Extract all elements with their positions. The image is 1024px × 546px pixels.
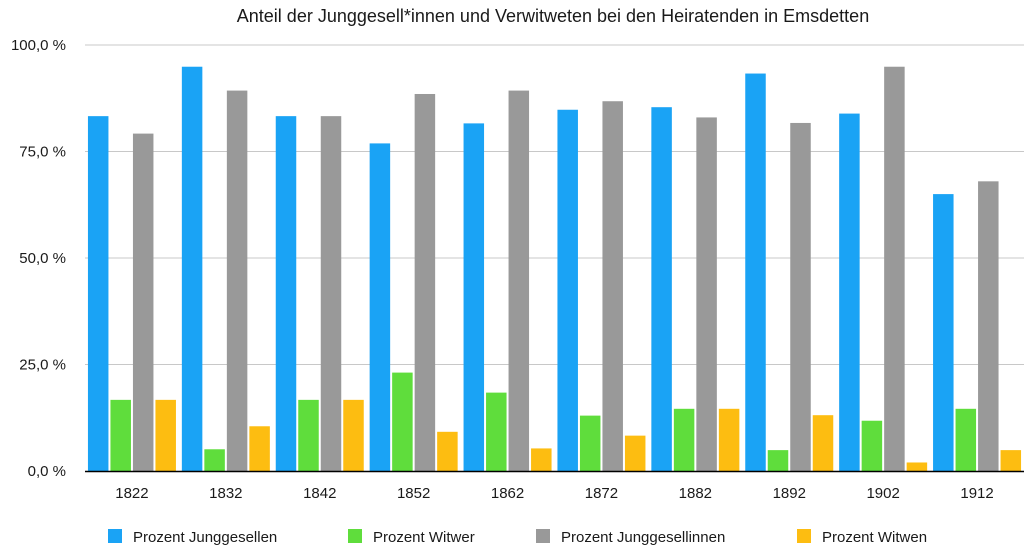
bar [767,450,789,471]
bar [673,408,695,471]
bar [226,90,248,471]
bar [437,431,458,471]
bar [531,448,552,471]
legend-swatch [536,529,550,543]
y-axis: 0,0 % 25,0 % 50,0 % 75,0 % 100,0 % [11,37,66,480]
bar [1000,450,1022,471]
bar [414,93,436,472]
bar [955,408,977,471]
x-tick-label: 1902 [866,485,899,502]
x-tick-label: 1862 [491,485,524,502]
bar [651,107,672,472]
bar [557,109,578,471]
x-tick-label: 1882 [679,485,712,502]
bar [978,181,999,471]
x-axis: 1822 1832 1842 1852 1862 1872 1882 1892 1902 1912 [115,485,993,502]
legend: Prozent Junggesellen Prozent Witwer Prozen… [108,529,927,546]
y-tick-label: 25,0 % [19,357,66,374]
legend-label: Prozent Junggesellinnen [561,529,725,546]
x-tick-label: 1842 [303,485,336,502]
x-tick-label: 1822 [115,485,148,502]
legend-label: Prozent Witwer [373,529,475,546]
legend-label: Prozent Witwen [822,529,927,546]
bar [155,399,176,471]
bar [132,133,154,471]
bar [181,66,203,471]
bar [696,117,717,472]
bar [249,426,270,471]
legend-swatch [348,529,362,543]
bar [906,462,928,471]
x-tick-label: 1892 [773,485,806,502]
bar [812,415,834,471]
bar [343,399,364,471]
bar [624,435,646,471]
bar [320,116,342,471]
bar [790,122,811,471]
bar [298,399,319,471]
bar [718,408,740,471]
x-tick-label: 1832 [209,485,242,502]
bar [369,143,391,471]
legend-swatch [108,529,122,543]
y-tick-label: 0,0 % [28,463,66,480]
gridlines [85,44,1024,365]
bar [839,113,860,471]
bar [486,392,507,471]
bar [204,449,225,471]
bar [933,194,954,471]
y-tick-label: 100,0 % [11,37,66,54]
bar [579,415,601,471]
bar [110,399,131,471]
bar [392,372,413,471]
bar [745,73,766,472]
bar [275,116,297,471]
bar [508,90,530,471]
y-tick-label: 75,0 % [19,144,66,161]
x-tick-label: 1852 [397,485,430,502]
bars [87,66,1022,472]
y-tick-label: 50,0 % [19,250,66,267]
bar [602,101,623,472]
bar [87,116,109,471]
legend-swatch [797,529,811,543]
bar [463,123,485,471]
bar [884,66,905,471]
x-tick-label: 1872 [585,485,618,502]
bar [861,420,883,471]
legend-label: Prozent Junggesellen [133,529,277,546]
x-tick-label: 1912 [960,485,993,502]
chart-title: Anteil der Junggesell*innen und Verwitwe… [237,6,869,26]
